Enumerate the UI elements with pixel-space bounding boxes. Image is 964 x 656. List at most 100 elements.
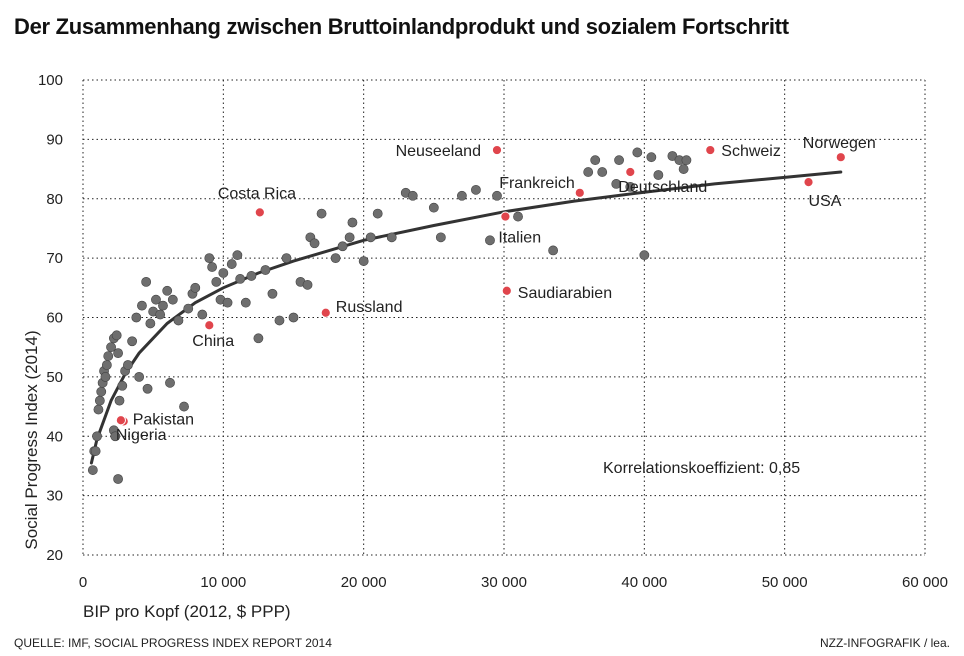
data-point bbox=[207, 262, 218, 272]
point-label: China bbox=[192, 333, 234, 350]
highlighted-point bbox=[500, 211, 511, 222]
data-point bbox=[92, 431, 102, 442]
data-point bbox=[597, 167, 608, 177]
data-point bbox=[492, 190, 502, 201]
data-point bbox=[678, 164, 689, 174]
data-point bbox=[372, 208, 383, 219]
data-point bbox=[111, 330, 122, 341]
data-point bbox=[435, 232, 446, 243]
point-label: Costa Rica bbox=[218, 185, 296, 202]
point-label: Neuseeland bbox=[396, 143, 481, 160]
data-point bbox=[127, 336, 138, 347]
highlighted-point bbox=[803, 177, 814, 188]
point-label: USA bbox=[809, 193, 842, 210]
data-point bbox=[485, 235, 495, 246]
highlighted-point bbox=[320, 307, 331, 318]
data-point bbox=[211, 276, 222, 287]
chart-title: Der Zusammenhang zwischen Bruttoinlandpr… bbox=[14, 14, 789, 39]
credit-note: NZZ-INFOGRAFIK / lea. bbox=[819, 636, 950, 650]
data-point bbox=[548, 245, 559, 256]
data-point bbox=[267, 288, 278, 299]
data-point bbox=[106, 342, 116, 353]
data-point bbox=[167, 294, 178, 305]
point-label: Frankreich bbox=[499, 175, 575, 192]
data-point bbox=[114, 395, 125, 406]
trend-curve bbox=[89, 170, 843, 465]
highlighted-point bbox=[625, 166, 636, 178]
data-point bbox=[93, 404, 104, 415]
point-label: Schweiz bbox=[721, 143, 781, 160]
data-point bbox=[407, 190, 418, 201]
data-point bbox=[309, 238, 320, 249]
data-point bbox=[358, 256, 369, 266]
data-point bbox=[302, 279, 313, 290]
data-point bbox=[117, 380, 128, 391]
data-point bbox=[590, 155, 601, 166]
data-point bbox=[639, 250, 650, 261]
point-label: Russland bbox=[336, 299, 403, 316]
data-point bbox=[222, 297, 233, 308]
correlation-annotation: Korrelationskoeffizient: 0,85 bbox=[603, 460, 800, 477]
data-point bbox=[204, 253, 215, 264]
data-point bbox=[145, 318, 156, 329]
x-tick-label: 10 000 bbox=[200, 574, 246, 591]
data-point bbox=[274, 315, 285, 326]
data-point bbox=[151, 294, 161, 305]
data-point bbox=[240, 297, 251, 308]
point-label: Saudiarabien bbox=[518, 285, 612, 302]
data-point bbox=[110, 431, 121, 442]
x-tick-label: 30 000 bbox=[481, 574, 527, 591]
data-point bbox=[583, 167, 594, 177]
y-tick-label: 90 bbox=[46, 131, 63, 148]
data-point bbox=[344, 232, 355, 243]
point-label: Norwegen bbox=[803, 135, 876, 152]
x-tick-label: 0 bbox=[79, 574, 87, 591]
data-point bbox=[113, 474, 123, 484]
data-point bbox=[614, 155, 624, 166]
trend-line bbox=[89, 170, 843, 465]
tick-labels: 20 30 40 50 60 70 80 90 100 0 10 000 20 000 30 000 40… bbox=[38, 72, 948, 591]
y-tick-label: 70 bbox=[46, 250, 63, 267]
data-points bbox=[87, 144, 846, 484]
highlighted-point bbox=[705, 144, 716, 156]
data-point bbox=[235, 274, 246, 284]
data-point bbox=[347, 217, 358, 228]
data-point bbox=[190, 282, 201, 293]
data-point bbox=[513, 211, 523, 222]
data-point bbox=[253, 333, 264, 344]
data-point bbox=[365, 232, 376, 243]
data-point bbox=[131, 312, 142, 323]
data-point bbox=[625, 181, 636, 192]
data-point bbox=[113, 348, 123, 359]
data-point bbox=[681, 155, 692, 166]
point-label: Nigeria bbox=[116, 427, 167, 444]
data-point bbox=[653, 170, 664, 180]
data-point bbox=[246, 271, 257, 281]
data-point bbox=[218, 268, 229, 278]
x-tick-label: 50 000 bbox=[762, 574, 808, 591]
data-point bbox=[428, 202, 439, 213]
highlighted-point bbox=[835, 152, 846, 163]
point-labels: Norwegen Schweiz USA Deutschland Neuseeland F… bbox=[116, 135, 876, 444]
highlighted-point bbox=[115, 415, 126, 426]
data-point bbox=[90, 446, 101, 456]
grid-lines bbox=[82, 79, 926, 556]
y-axis-label: Social Progress Index (2014) bbox=[22, 330, 41, 549]
data-point bbox=[281, 253, 292, 264]
data-point bbox=[226, 259, 237, 269]
x-tick-label: 60 000 bbox=[902, 574, 948, 591]
data-point bbox=[260, 265, 271, 275]
data-point bbox=[179, 401, 189, 412]
highlighted-point bbox=[501, 285, 512, 296]
highlighted-point bbox=[204, 320, 215, 331]
data-point bbox=[183, 303, 194, 314]
y-tick-label: 80 bbox=[46, 191, 63, 208]
data-point bbox=[456, 190, 467, 201]
data-point bbox=[162, 285, 173, 296]
data-point bbox=[337, 241, 348, 252]
data-point bbox=[141, 276, 152, 287]
data-point bbox=[165, 377, 175, 388]
y-tick-label: 50 bbox=[46, 369, 63, 386]
data-point bbox=[123, 360, 133, 370]
